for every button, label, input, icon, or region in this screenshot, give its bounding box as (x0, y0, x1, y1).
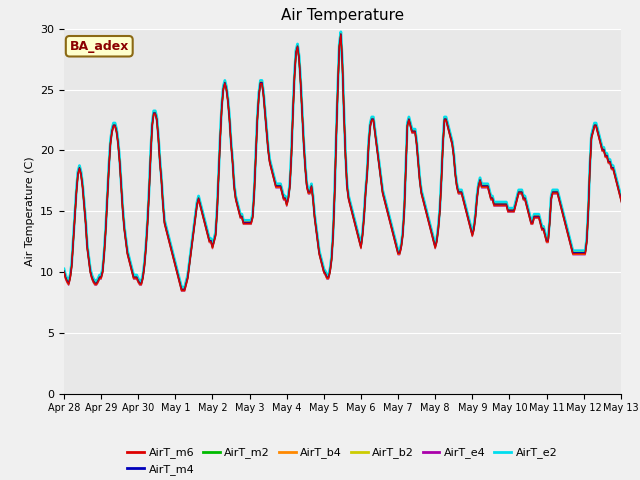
AirT_m2 (323, 275, 331, 280)
AirT_e2 (76, 163, 83, 168)
AirT_b2 (173, 268, 180, 274)
Y-axis label: Air Temperature (C): Air Temperature (C) (24, 156, 35, 266)
Legend: AirT_m6, AirT_m4, AirT_m2, AirT_b4, AirT_b2, AirT_e4, AirT_e2: AirT_m6, AirT_m4, AirT_m2, AirT_b4, AirT… (123, 443, 562, 479)
AirT_b2 (410, 128, 417, 133)
AirT_e4 (60, 270, 68, 276)
AirT_m6 (337, 32, 345, 38)
Line: AirT_b4: AirT_b4 (64, 36, 640, 339)
AirT_b2 (337, 31, 345, 36)
AirT_m2 (410, 129, 417, 134)
AirT_m4 (173, 268, 180, 274)
AirT_b4 (337, 33, 345, 38)
AirT_m4 (337, 31, 345, 37)
AirT_m4 (410, 128, 417, 134)
AirT_b4 (76, 166, 83, 172)
AirT_m6 (76, 166, 83, 171)
Title: Air Temperature: Air Temperature (281, 9, 404, 24)
AirT_e4 (410, 130, 417, 136)
AirT_e2 (173, 266, 180, 272)
AirT_b4 (173, 270, 180, 276)
AirT_e4 (337, 33, 345, 39)
AirT_e2 (60, 266, 68, 272)
AirT_b2 (76, 164, 83, 170)
AirT_e4 (76, 167, 83, 172)
AirT_m6 (323, 275, 331, 281)
AirT_m2 (337, 31, 345, 37)
AirT_b2 (323, 274, 331, 279)
AirT_m4 (323, 274, 331, 280)
AirT_m6 (173, 269, 180, 275)
AirT_b4 (323, 276, 331, 281)
Line: AirT_b2: AirT_b2 (64, 34, 640, 337)
AirT_b2 (60, 268, 68, 274)
AirT_m6 (410, 129, 417, 135)
AirT_e4 (173, 270, 180, 276)
AirT_b4 (410, 130, 417, 135)
AirT_m2 (76, 165, 83, 171)
AirT_m2 (60, 268, 68, 274)
AirT_e4 (323, 276, 331, 282)
AirT_e2 (410, 126, 417, 132)
Line: AirT_e4: AirT_e4 (64, 36, 640, 340)
AirT_e2 (323, 272, 331, 278)
Line: AirT_m2: AirT_m2 (64, 34, 640, 338)
AirT_m6 (60, 269, 68, 275)
AirT_m4 (60, 268, 68, 274)
Line: AirT_m6: AirT_m6 (64, 35, 640, 339)
Line: AirT_m4: AirT_m4 (64, 34, 640, 338)
Line: AirT_e2: AirT_e2 (64, 32, 640, 336)
AirT_m2 (173, 268, 180, 274)
AirT_b4 (60, 270, 68, 276)
Text: BA_adex: BA_adex (70, 40, 129, 53)
AirT_m4 (76, 165, 83, 170)
AirT_e2 (337, 29, 345, 35)
